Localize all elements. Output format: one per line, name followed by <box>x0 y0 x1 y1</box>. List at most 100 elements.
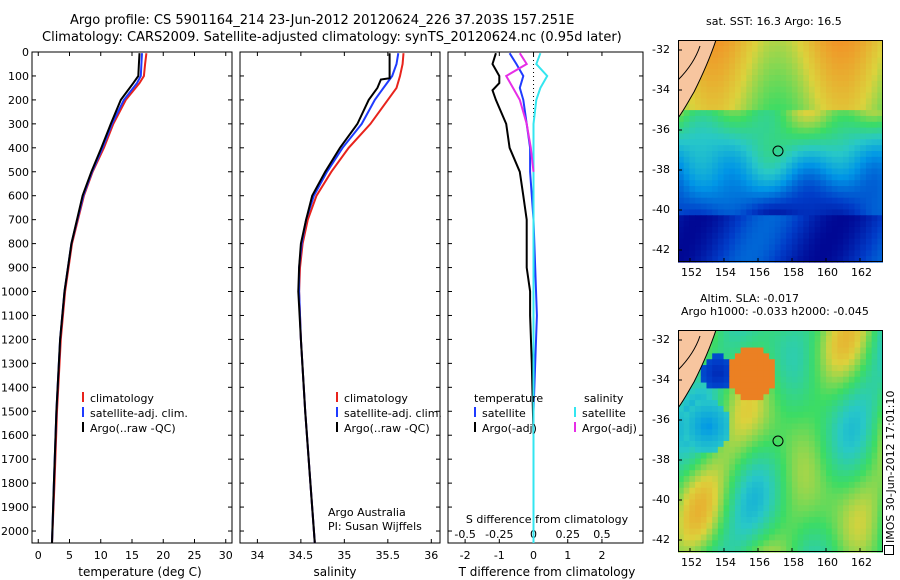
map-cell <box>877 244 883 251</box>
map-cell <box>723 156 730 164</box>
map-cell <box>700 191 708 199</box>
map-cell <box>871 388 878 395</box>
map-cell <box>717 209 725 216</box>
map-cell <box>712 80 719 88</box>
map-cell <box>712 487 719 495</box>
map-cell <box>678 499 685 506</box>
map-cell <box>848 487 856 495</box>
map-cell <box>865 75 873 82</box>
map-cell <box>848 133 856 140</box>
map-cell <box>843 499 850 506</box>
map-cell <box>723 244 730 251</box>
legend-item-argo: Argo(..raw -QC) <box>82 421 188 436</box>
map-cell <box>723 493 730 501</box>
map-cell <box>740 180 747 187</box>
map-cell <box>723 441 730 448</box>
map-cell <box>769 429 776 436</box>
map-cell <box>734 250 742 257</box>
map-cell <box>854 505 861 512</box>
map-cell <box>769 110 776 117</box>
map-cell <box>848 139 856 146</box>
map-cell <box>774 382 782 390</box>
map-cell <box>734 417 742 425</box>
x-tick-label: 34.5 <box>289 549 314 562</box>
map-cell <box>848 365 856 372</box>
map-cell <box>814 458 821 465</box>
map-cell <box>843 452 850 460</box>
map-cell <box>706 405 713 413</box>
map-cell <box>734 452 742 460</box>
map-cell <box>729 244 736 251</box>
map-cell <box>729 511 736 518</box>
map-cell <box>826 481 833 489</box>
map-cell <box>723 162 730 170</box>
map-cell <box>814 481 821 489</box>
map-cell <box>860 232 867 240</box>
map-cell <box>757 209 765 216</box>
map-cell <box>871 121 878 129</box>
map-cell <box>706 156 713 164</box>
map-cell <box>826 51 833 59</box>
x2-tick-label: 0.5 <box>593 528 611 541</box>
map-cell <box>774 215 782 222</box>
map-cell <box>860 244 867 251</box>
map-cell <box>820 80 827 88</box>
map-cell <box>860 446 867 454</box>
map-cell <box>871 92 878 100</box>
map-cell <box>871 215 878 222</box>
map-cell <box>734 209 742 216</box>
map-cell <box>877 162 883 170</box>
map-cell <box>712 516 719 524</box>
map-cell <box>860 405 867 413</box>
map-cell <box>774 476 782 483</box>
map-cell <box>808 197 816 205</box>
map-cell <box>769 505 776 512</box>
map-cell <box>803 446 810 454</box>
map-cell <box>797 330 804 337</box>
map-cell <box>854 516 861 524</box>
map-cell <box>774 441 782 448</box>
map-cell <box>808 180 816 187</box>
map-cell <box>820 133 827 140</box>
map-cell <box>734 411 742 419</box>
map-cell <box>780 452 787 460</box>
map-cell <box>740 464 747 471</box>
map-cell <box>865 203 873 211</box>
map-cell <box>826 376 833 384</box>
map-cell <box>837 370 844 378</box>
map-cell <box>752 186 759 193</box>
map-cell <box>780 429 787 436</box>
map-cell <box>752 121 759 129</box>
map-cell <box>757 476 765 483</box>
map-cell <box>848 104 856 111</box>
map-cell <box>808 464 816 471</box>
map-cell <box>757 423 765 430</box>
map-cell <box>854 511 861 518</box>
map-cell <box>706 180 713 187</box>
map-cell <box>803 528 810 536</box>
map-cell <box>803 174 810 181</box>
map-cell <box>848 382 856 390</box>
map-cell <box>814 162 821 170</box>
map-cell <box>820 168 827 175</box>
map-cell <box>740 110 747 117</box>
map-cell <box>706 511 713 518</box>
map-cell <box>837 121 844 129</box>
map-cell <box>791 145 799 152</box>
map-cell <box>706 186 713 193</box>
map-cell <box>871 139 878 146</box>
map-cell <box>808 411 816 419</box>
map-cell <box>848 203 856 211</box>
map-cell <box>774 92 782 100</box>
map-cell <box>865 226 873 234</box>
map-cell <box>877 75 883 82</box>
map-cell <box>695 133 702 140</box>
map-cell <box>757 435 765 442</box>
map-cell <box>820 411 827 419</box>
map-cell <box>814 256 821 263</box>
map-cell <box>723 250 730 257</box>
map-cell <box>843 370 850 378</box>
map-cell <box>706 476 713 483</box>
map-cell <box>763 370 770 378</box>
map-cell <box>717 69 725 76</box>
